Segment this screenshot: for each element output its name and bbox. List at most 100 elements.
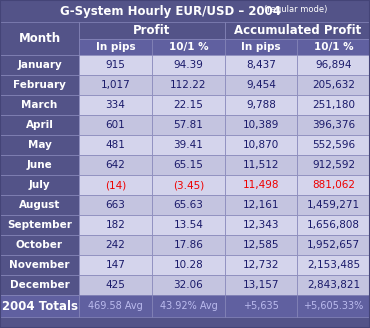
- Text: G-System Hourly EUR/USD – 2004: G-System Hourly EUR/USD – 2004: [60, 5, 280, 17]
- Bar: [297, 275, 370, 295]
- Bar: [79, 135, 152, 155]
- Bar: [79, 55, 152, 75]
- Text: 57.81: 57.81: [174, 120, 204, 130]
- Text: 481: 481: [105, 140, 125, 150]
- Bar: [297, 135, 370, 155]
- Bar: [0, 175, 79, 195]
- Bar: [152, 55, 225, 75]
- Bar: [225, 75, 297, 95]
- Text: April: April: [26, 120, 53, 130]
- Bar: [225, 255, 297, 275]
- Text: 251,180: 251,180: [312, 100, 355, 110]
- Text: 663: 663: [105, 200, 125, 210]
- Bar: [297, 115, 370, 135]
- Text: 1,459,271: 1,459,271: [307, 200, 360, 210]
- Text: 11,498: 11,498: [243, 180, 279, 190]
- Text: 915: 915: [105, 60, 125, 70]
- Text: September: September: [7, 220, 72, 230]
- Bar: [225, 175, 297, 195]
- Bar: [0, 115, 79, 135]
- Bar: [152, 39, 225, 55]
- Bar: [0, 22, 79, 55]
- Text: 147: 147: [105, 260, 125, 270]
- Bar: [0, 75, 79, 95]
- Text: June: June: [27, 160, 53, 170]
- Text: October: October: [16, 240, 63, 250]
- Bar: [0, 0, 370, 22]
- Text: 8,437: 8,437: [246, 60, 276, 70]
- Text: 13,157: 13,157: [243, 280, 279, 290]
- Text: +5,635: +5,635: [243, 301, 279, 311]
- Text: 10/1 %: 10/1 %: [169, 42, 208, 52]
- Text: 881,062: 881,062: [312, 180, 355, 190]
- Bar: [225, 215, 297, 235]
- Bar: [152, 275, 225, 295]
- Bar: [297, 195, 370, 215]
- Text: August: August: [19, 200, 60, 210]
- Text: 65.63: 65.63: [174, 200, 204, 210]
- Text: March: March: [21, 100, 58, 110]
- Text: 334: 334: [105, 100, 125, 110]
- Bar: [79, 215, 152, 235]
- Bar: [297, 255, 370, 275]
- Bar: [225, 22, 370, 39]
- Text: 10.28: 10.28: [174, 260, 204, 270]
- Bar: [152, 135, 225, 155]
- Bar: [0, 135, 79, 155]
- Text: (regular mode): (regular mode): [264, 6, 328, 14]
- Bar: [225, 39, 297, 55]
- Text: 9,454: 9,454: [246, 80, 276, 90]
- Bar: [79, 95, 152, 115]
- Bar: [152, 75, 225, 95]
- Text: 13.54: 13.54: [174, 220, 204, 230]
- Text: 552,596: 552,596: [312, 140, 355, 150]
- Bar: [152, 95, 225, 115]
- Text: 10/1 %: 10/1 %: [314, 42, 353, 52]
- Text: December: December: [10, 280, 70, 290]
- Text: (14): (14): [105, 180, 126, 190]
- Bar: [152, 175, 225, 195]
- Bar: [297, 215, 370, 235]
- Bar: [0, 275, 79, 295]
- Bar: [0, 195, 79, 215]
- Text: 12,585: 12,585: [243, 240, 279, 250]
- Text: 22.15: 22.15: [174, 100, 204, 110]
- Text: 32.06: 32.06: [174, 280, 204, 290]
- Bar: [0, 215, 79, 235]
- Text: +5,605.33%: +5,605.33%: [303, 301, 364, 311]
- Text: 182: 182: [105, 220, 125, 230]
- Text: 10,389: 10,389: [243, 120, 279, 130]
- Text: 1,952,657: 1,952,657: [307, 240, 360, 250]
- Text: 96,894: 96,894: [315, 60, 352, 70]
- Bar: [152, 215, 225, 235]
- Text: 425: 425: [105, 280, 125, 290]
- Text: 2004 Totals: 2004 Totals: [1, 299, 77, 313]
- Bar: [152, 295, 225, 317]
- Bar: [79, 275, 152, 295]
- Text: 10,870: 10,870: [243, 140, 279, 150]
- Bar: [225, 155, 297, 175]
- Bar: [0, 295, 79, 317]
- Text: (3.45): (3.45): [173, 180, 204, 190]
- Text: 39.41: 39.41: [174, 140, 204, 150]
- Bar: [79, 75, 152, 95]
- Bar: [152, 195, 225, 215]
- Text: 9,788: 9,788: [246, 100, 276, 110]
- Text: 1,656,808: 1,656,808: [307, 220, 360, 230]
- Bar: [152, 235, 225, 255]
- Text: 11,512: 11,512: [243, 160, 279, 170]
- Bar: [297, 55, 370, 75]
- Text: 94.39: 94.39: [174, 60, 204, 70]
- Bar: [79, 175, 152, 195]
- Text: In pips: In pips: [241, 42, 281, 52]
- Text: Accumulated Profit: Accumulated Profit: [234, 24, 361, 37]
- Bar: [0, 235, 79, 255]
- Text: 2,843,821: 2,843,821: [307, 280, 360, 290]
- Bar: [0, 155, 79, 175]
- Bar: [297, 155, 370, 175]
- Bar: [225, 235, 297, 255]
- Bar: [225, 195, 297, 215]
- Bar: [79, 235, 152, 255]
- Bar: [297, 75, 370, 95]
- Text: 205,632: 205,632: [312, 80, 355, 90]
